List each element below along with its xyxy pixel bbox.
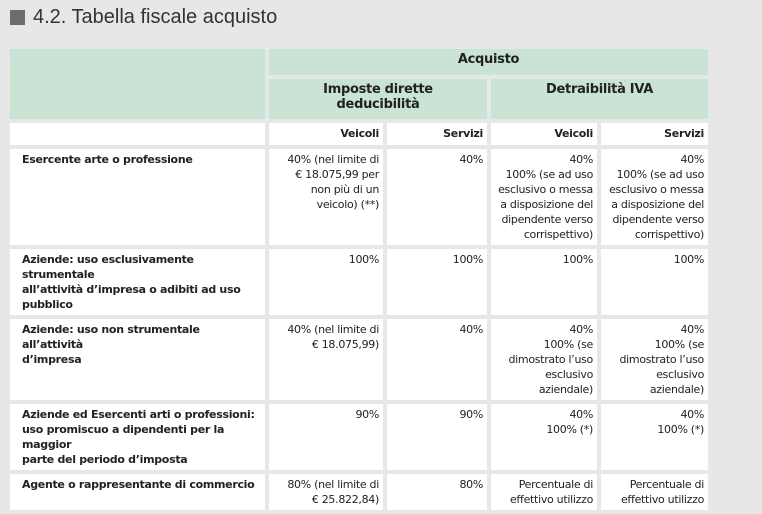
- top-header: Acquisto: [269, 49, 708, 75]
- table-row: Aziende: uso non strumentale all’attivit…: [10, 319, 708, 400]
- table-row: Esercente arte o professione 40% (nel lim…: [10, 149, 708, 245]
- value-cell: 40% 100% (se ad uso esclusivo o messa a …: [491, 149, 597, 245]
- value-cell: 100%: [387, 249, 487, 315]
- title-icon: [10, 10, 25, 25]
- row-label: Esercente arte o professione: [10, 149, 265, 245]
- value-cell: 40% 100% (se ad uso esclusivo o messa a …: [601, 149, 708, 245]
- value-cell: 100%: [601, 249, 708, 315]
- row-label: Agente o rappresentante di commercio: [10, 474, 265, 510]
- value-cell: 80%: [387, 474, 487, 510]
- group-header: Imposte dirette deducibilità: [269, 79, 487, 119]
- sub-header: Servizi: [387, 123, 487, 145]
- value-cell: 40% 100% (*): [601, 404, 708, 470]
- row-label: Aziende: uso non strumentale all’attivit…: [10, 319, 265, 400]
- row-label: Aziende ed Esercenti arti o professioni:…: [10, 404, 265, 470]
- value-cell: 40% (nel limite di € 18.075,99): [269, 319, 383, 400]
- row-label: Aziende: uso esclusivamente strumentale …: [10, 249, 265, 315]
- value-cell: 80% (nel limite di € 25.822,84): [269, 474, 383, 510]
- value-cell: Percentuale di effettivo utilizzo: [491, 474, 597, 510]
- value-cell: 90%: [269, 404, 383, 470]
- empty-header: [10, 49, 265, 119]
- value-cell: 40%: [387, 149, 487, 245]
- empty-cell: [10, 123, 265, 145]
- table-row: Agente o rappresentante di commercio 80% …: [10, 474, 708, 510]
- table-row: Aziende: uso esclusivamente strumentale …: [10, 249, 708, 315]
- value-cell: 40% 100% (se dimostrato l’uso esclusivo …: [601, 319, 708, 400]
- table-row: Imposte dirette deducibilità Detraibilità…: [10, 79, 708, 119]
- value-cell: 100%: [491, 249, 597, 315]
- group-header: Detraibilità IVA: [491, 79, 708, 119]
- value-cell: 90%: [387, 404, 487, 470]
- value-cell: 100%: [269, 249, 383, 315]
- sub-header: Servizi: [601, 123, 708, 145]
- title-block: 4.2. Tabella fiscale acquisto: [10, 6, 277, 29]
- sub-header: Veicoli: [491, 123, 597, 145]
- value-cell: 40% 100% (*): [491, 404, 597, 470]
- value-cell: Percentuale di effettivo utilizzo: [601, 474, 708, 510]
- table-row: Veicoli Servizi Veicoli Servizi: [10, 123, 708, 145]
- value-cell: 40%: [387, 319, 487, 400]
- page: 4.2. Tabella fiscale acquisto Acquisto Im…: [10, 6, 708, 510]
- sub-header: Veicoli: [269, 123, 383, 145]
- value-cell: 40% 100% (se dimostrato l’uso esclusivo …: [491, 319, 597, 400]
- fiscal-table: Acquisto Imposte dirette deducibilità Detr…: [6, 45, 712, 514]
- value-cell: 40% (nel limite di € 18.075,99 per non p…: [269, 149, 383, 245]
- table-row: Acquisto: [10, 49, 708, 119]
- title: 4.2. Tabella fiscale acquisto: [33, 6, 278, 28]
- table-row: Aziende ed Esercenti arti o professioni:…: [10, 404, 708, 470]
